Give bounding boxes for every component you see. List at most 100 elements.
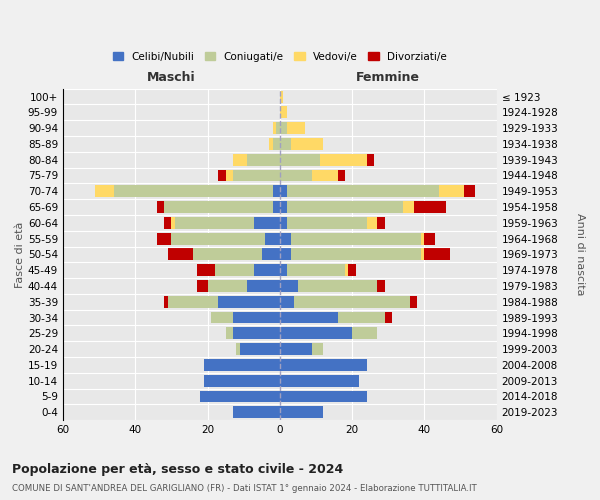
Bar [410, 296, 417, 308]
Bar [272, 186, 280, 197]
Bar [367, 154, 374, 166]
Bar [280, 201, 287, 213]
Bar [280, 106, 287, 118]
Bar [164, 201, 272, 213]
Bar [287, 201, 403, 213]
Bar [280, 138, 290, 150]
Bar [313, 343, 323, 355]
Bar [424, 232, 435, 244]
Bar [287, 264, 345, 276]
Bar [280, 390, 367, 402]
Bar [218, 296, 280, 308]
Bar [197, 280, 208, 292]
Bar [287, 122, 305, 134]
Text: COMUNE DI SANT'ANDREA DEL GARIGLIANO (FR) - Dati ISTAT 1° gennaio 2024 - Elabora: COMUNE DI SANT'ANDREA DEL GARIGLIANO (FR… [12, 484, 477, 493]
Bar [215, 264, 254, 276]
Bar [164, 217, 172, 229]
Y-axis label: Anni di nascita: Anni di nascita [575, 213, 585, 296]
Bar [269, 138, 272, 150]
Bar [172, 232, 265, 244]
Bar [280, 186, 287, 197]
Bar [290, 232, 421, 244]
Bar [236, 343, 240, 355]
Bar [233, 328, 280, 339]
Bar [265, 232, 280, 244]
Bar [280, 232, 290, 244]
Bar [377, 280, 385, 292]
Bar [287, 217, 367, 229]
Text: Femmine: Femmine [356, 71, 420, 84]
Bar [280, 296, 294, 308]
Bar [175, 217, 254, 229]
Bar [200, 390, 280, 402]
Bar [233, 406, 280, 418]
Bar [247, 154, 280, 166]
Bar [377, 217, 385, 229]
Bar [157, 201, 164, 213]
Bar [272, 122, 276, 134]
Bar [367, 217, 377, 229]
Bar [204, 359, 280, 371]
Bar [233, 312, 280, 324]
Bar [233, 170, 280, 181]
Text: Popolazione per età, sesso e stato civile - 2024: Popolazione per età, sesso e stato civil… [12, 462, 343, 475]
Bar [345, 264, 349, 276]
Bar [240, 343, 280, 355]
Bar [218, 170, 226, 181]
Bar [280, 122, 287, 134]
Bar [320, 154, 367, 166]
Bar [424, 248, 450, 260]
Bar [276, 122, 280, 134]
Bar [352, 328, 377, 339]
Bar [290, 248, 421, 260]
Bar [280, 264, 287, 276]
Bar [211, 312, 233, 324]
Bar [254, 217, 280, 229]
Bar [204, 375, 280, 386]
Bar [338, 312, 385, 324]
Bar [254, 264, 280, 276]
Bar [233, 154, 247, 166]
Bar [280, 343, 313, 355]
Bar [272, 201, 280, 213]
Bar [164, 296, 168, 308]
Bar [338, 170, 345, 181]
Bar [272, 138, 280, 150]
Bar [403, 201, 413, 213]
Bar [421, 248, 424, 260]
Bar [280, 170, 313, 181]
Bar [226, 328, 233, 339]
Bar [95, 186, 113, 197]
Bar [280, 248, 290, 260]
Bar [464, 186, 475, 197]
Bar [172, 217, 175, 229]
Bar [298, 280, 377, 292]
Legend: Celibi/Nubili, Coniugati/e, Vedovi/e, Divorziati/e: Celibi/Nubili, Coniugati/e, Vedovi/e, Di… [109, 48, 451, 66]
Bar [280, 328, 352, 339]
Bar [280, 359, 367, 371]
Y-axis label: Fasce di età: Fasce di età [15, 221, 25, 288]
Bar [280, 312, 338, 324]
Bar [280, 217, 287, 229]
Bar [247, 280, 280, 292]
Bar [421, 232, 424, 244]
Bar [208, 280, 247, 292]
Bar [226, 170, 233, 181]
Text: Maschi: Maschi [147, 71, 196, 84]
Bar [113, 186, 272, 197]
Bar [294, 296, 410, 308]
Bar [157, 232, 172, 244]
Bar [280, 406, 323, 418]
Bar [439, 186, 464, 197]
Bar [280, 375, 359, 386]
Bar [280, 154, 320, 166]
Bar [197, 264, 215, 276]
Bar [280, 90, 283, 102]
Bar [168, 248, 193, 260]
Bar [280, 280, 298, 292]
Bar [313, 170, 338, 181]
Bar [290, 138, 323, 150]
Bar [168, 296, 218, 308]
Bar [413, 201, 446, 213]
Bar [287, 186, 439, 197]
